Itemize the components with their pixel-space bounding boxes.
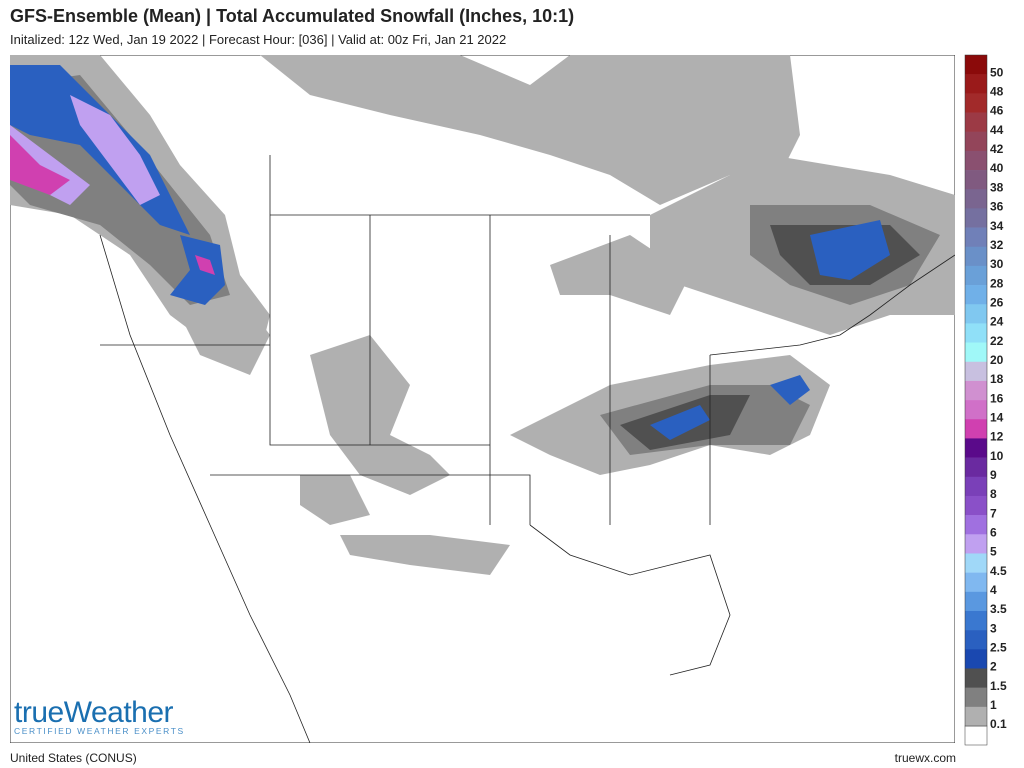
legend-label: 44 (990, 123, 1004, 137)
legend-swatch (965, 246, 987, 267)
legend-label: 24 (990, 315, 1004, 329)
legend-label: 38 (990, 180, 1004, 194)
legend-label: 34 (990, 219, 1004, 233)
footer-region: United States (CONUS) (10, 751, 137, 765)
legend-swatch (965, 706, 987, 727)
legend-swatch (965, 361, 987, 382)
legend-swatch (965, 189, 987, 209)
subtitle: Initalized: 12z Wed, Jan 19 2022 | Forec… (10, 32, 507, 47)
legend-swatch (965, 131, 987, 152)
legend-label: 18 (990, 372, 1004, 386)
legend-label: 4 (990, 583, 997, 597)
legend-swatch (965, 208, 987, 228)
legend-swatch (965, 495, 987, 516)
footer-site: truewx.com (894, 751, 956, 765)
legend-swatch (965, 400, 987, 420)
legend-swatch (965, 150, 987, 171)
legend-label: 36 (990, 200, 1004, 214)
legend-label: 16 (990, 391, 1004, 405)
logo-tagline: CERTIFIED WEATHER EXPERTS (14, 726, 185, 736)
legend-label: 20 (990, 353, 1004, 367)
legend-swatch (965, 476, 987, 497)
legend-swatch (965, 170, 987, 190)
legend-label: 9 (990, 468, 997, 482)
title: GFS-Ensemble (Mean) | Total Accumulated … (10, 6, 575, 26)
legend-swatch (965, 323, 987, 343)
legend-swatch (965, 227, 987, 248)
legend-swatch (965, 668, 987, 688)
legend-swatch (965, 265, 987, 286)
legend-label: 3.5 (990, 602, 1007, 616)
legend-swatch (965, 572, 987, 593)
legend-label: 3 (990, 621, 997, 635)
legend-swatch (965, 553, 987, 573)
legend-label: 46 (990, 104, 1004, 118)
legend-label: 50 (990, 65, 1004, 79)
legend-swatch (965, 591, 987, 612)
legend-label: 12 (990, 430, 1004, 444)
legend-swatch (965, 55, 987, 75)
legend-empty-swatch (964, 725, 988, 746)
legend-label: 40 (990, 161, 1004, 175)
legend-border (964, 54, 988, 727)
legend-swatch (965, 304, 987, 324)
legend-label: 10 (990, 449, 1004, 463)
legend-label: 14 (990, 410, 1004, 424)
legend-swatch (965, 342, 987, 363)
legend-swatch (965, 687, 987, 708)
legend-label: 26 (990, 295, 1004, 309)
legend-label: 7 (990, 506, 997, 520)
legend-swatch (965, 649, 987, 669)
legend-label: 8 (990, 487, 997, 501)
legend-label: 28 (990, 276, 1004, 290)
legend-label: 32 (990, 238, 1004, 252)
legend-label: 42 (990, 142, 1004, 156)
legend-label: 48 (990, 85, 1004, 99)
snowfall-map (10, 55, 955, 743)
legend-label: 22 (990, 334, 1004, 348)
legend-swatch (965, 515, 987, 535)
legend-label: 5 (990, 545, 997, 559)
legend-label: 1.5 (990, 679, 1007, 693)
legend-label: 30 (990, 257, 1004, 271)
legend-swatch (965, 380, 987, 401)
legend-swatch (965, 457, 987, 478)
legend-swatch (965, 630, 987, 650)
legend-swatch (965, 610, 987, 631)
legend-swatch (965, 93, 987, 113)
legend-swatch (965, 112, 987, 132)
legend-label: 6 (990, 525, 997, 539)
legend-swatch (965, 438, 987, 458)
legend-swatch (965, 285, 987, 305)
legend-swatch (965, 419, 987, 439)
legend-label: 1 (990, 698, 997, 712)
logo-name: trueWeather (14, 696, 174, 729)
logo: trueWeather CERTIFIED WEATHER EXPERTS (14, 696, 185, 736)
legend-swatch (965, 534, 987, 554)
legend-label: 2 (990, 660, 997, 674)
legend-swatch (965, 74, 987, 94)
legend-label: 4.5 (990, 564, 1007, 578)
legend-label: 0.1 (990, 717, 1007, 731)
legend-label: 2.5 (990, 641, 1007, 655)
